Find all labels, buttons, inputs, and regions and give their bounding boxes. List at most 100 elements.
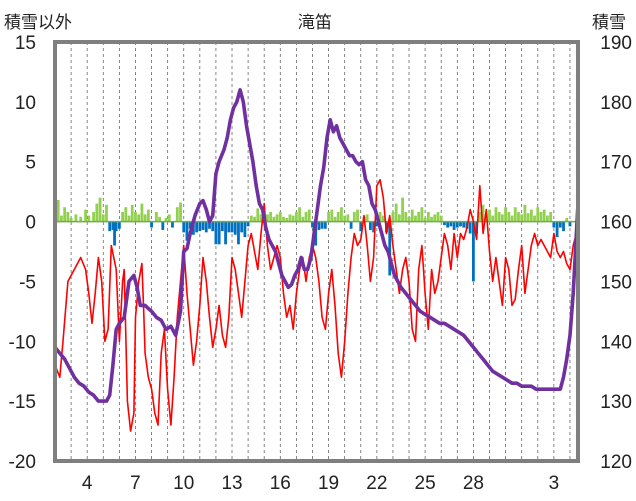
precip-bar-positive bbox=[420, 207, 424, 222]
precip-bar-positive bbox=[137, 214, 141, 222]
y-right-tick-label: 160 bbox=[600, 213, 632, 234]
precip-bar-positive bbox=[92, 211, 96, 222]
plot-frame bbox=[53, 40, 580, 463]
precip-bar-positive bbox=[536, 207, 540, 222]
precip-bar-positive bbox=[517, 211, 520, 222]
x-tick-label: 16 bbox=[270, 473, 291, 494]
precip-bar-negative bbox=[246, 221, 250, 227]
precip-bar-negative bbox=[462, 221, 466, 228]
y-left-tick-label: 15 bbox=[15, 33, 36, 54]
precip-bar-negative bbox=[555, 221, 559, 238]
precip-bar-negative bbox=[320, 221, 324, 229]
precip-bar-negative bbox=[311, 221, 314, 228]
precip-bar-positive bbox=[158, 216, 161, 222]
precip-bar-negative bbox=[459, 221, 462, 227]
precip-bar-positive bbox=[95, 203, 99, 222]
precip-bar-positive bbox=[481, 204, 485, 222]
y-right-tick-label: 130 bbox=[600, 392, 632, 413]
precip-bar-negative bbox=[568, 221, 572, 227]
precip-bar-positive bbox=[278, 211, 282, 222]
precip-bar-positive bbox=[365, 214, 369, 222]
precip-bar-positive bbox=[401, 197, 404, 222]
x-tick-label: 7 bbox=[130, 473, 141, 494]
precip-bar-positive bbox=[494, 207, 498, 222]
precip-bar-positive bbox=[529, 209, 533, 222]
temperature-line bbox=[54, 178, 578, 432]
precip-bar-positive bbox=[127, 215, 131, 222]
y-right-tick-label: 170 bbox=[600, 153, 632, 174]
precip-bar-positive bbox=[140, 203, 144, 222]
precip-bar-negative bbox=[372, 221, 376, 233]
precip-bar-negative bbox=[558, 221, 562, 228]
y-right-tick-label: 150 bbox=[600, 272, 632, 293]
precip-bar-negative bbox=[472, 221, 475, 282]
precip-bar-negative bbox=[359, 221, 363, 232]
precip-bar-positive bbox=[352, 211, 356, 222]
precip-bar-negative bbox=[233, 221, 237, 235]
y-right-tick-label: 180 bbox=[600, 93, 632, 114]
precip-bar-positive bbox=[124, 207, 128, 222]
series-lines bbox=[53, 88, 580, 432]
precip-bar-positive bbox=[69, 217, 73, 222]
precip-bar-positive bbox=[546, 215, 549, 222]
precip-bar-positive bbox=[539, 211, 543, 222]
precip-bar-positive bbox=[497, 211, 501, 222]
snow-depth-line bbox=[53, 88, 580, 403]
right-axis-label: 積雪 bbox=[592, 13, 626, 33]
x-tick-label: 25 bbox=[415, 473, 436, 494]
precip-bar-positive bbox=[397, 214, 401, 222]
precip-bar-positive bbox=[291, 215, 295, 222]
precip-bar-positive bbox=[330, 209, 334, 222]
precip-bar-negative bbox=[323, 221, 327, 229]
precip-bar-negative bbox=[317, 221, 321, 230]
precip-bar-negative bbox=[552, 221, 556, 228]
precip-bar-positive bbox=[513, 207, 517, 222]
y-right-tick-label: 140 bbox=[600, 332, 632, 353]
plot-area bbox=[55, 42, 578, 461]
y-left-tick-label: 10 bbox=[15, 93, 36, 114]
precip-bar-negative bbox=[455, 221, 459, 228]
precip-bar-positive bbox=[134, 211, 137, 222]
precip-bar-positive bbox=[414, 215, 417, 222]
precip-bar-positive bbox=[256, 208, 260, 222]
precip-bar-positive bbox=[378, 211, 382, 222]
precip-bar-positive bbox=[301, 216, 305, 222]
precip-bar-positive bbox=[105, 204, 108, 222]
precip-bar-positive bbox=[407, 216, 411, 222]
precip-bar-positive bbox=[336, 211, 340, 222]
precip-bar-positive bbox=[175, 207, 179, 222]
precip-bar-positive bbox=[439, 215, 443, 222]
precip-bar-positive bbox=[500, 214, 504, 222]
precip-bar-negative bbox=[117, 221, 121, 229]
precip-bar-positive bbox=[259, 214, 263, 222]
precip-bar-negative bbox=[201, 221, 205, 230]
precip-bar-positive bbox=[340, 207, 343, 222]
precip-bar-positive bbox=[491, 215, 495, 222]
precip-bar-positive bbox=[143, 214, 147, 222]
precip-bar-positive bbox=[74, 214, 78, 222]
precip-bar-negative bbox=[449, 221, 453, 227]
left-axis-label: 積雪以外 bbox=[4, 13, 72, 33]
precip-bar-negative bbox=[113, 221, 116, 246]
precip-bar-positive bbox=[101, 214, 105, 222]
y-left-tick-label: -5 bbox=[19, 272, 36, 293]
precip-bar-positive bbox=[436, 211, 440, 222]
x-tick-label: 28 bbox=[463, 473, 484, 494]
precip-bar-positive bbox=[84, 209, 87, 222]
x-tick-label: 13 bbox=[221, 473, 242, 494]
precipitation-bars bbox=[56, 197, 572, 282]
precip-bar-negative bbox=[240, 221, 244, 233]
precip-bar-negative bbox=[182, 221, 186, 233]
precip-bar-negative bbox=[185, 221, 189, 241]
precip-bar-negative bbox=[188, 221, 192, 229]
precip-bar-negative bbox=[446, 221, 450, 228]
precip-bar-negative bbox=[468, 221, 472, 234]
y-left-tick-label: -20 bbox=[9, 452, 36, 473]
precip-bar-positive bbox=[179, 202, 182, 222]
precip-bar-positive bbox=[404, 211, 408, 222]
precip-bar-negative bbox=[161, 221, 165, 230]
precip-bar-positive bbox=[121, 211, 124, 222]
precip-bar-positive bbox=[381, 215, 385, 222]
precip-bar-positive bbox=[426, 211, 430, 222]
